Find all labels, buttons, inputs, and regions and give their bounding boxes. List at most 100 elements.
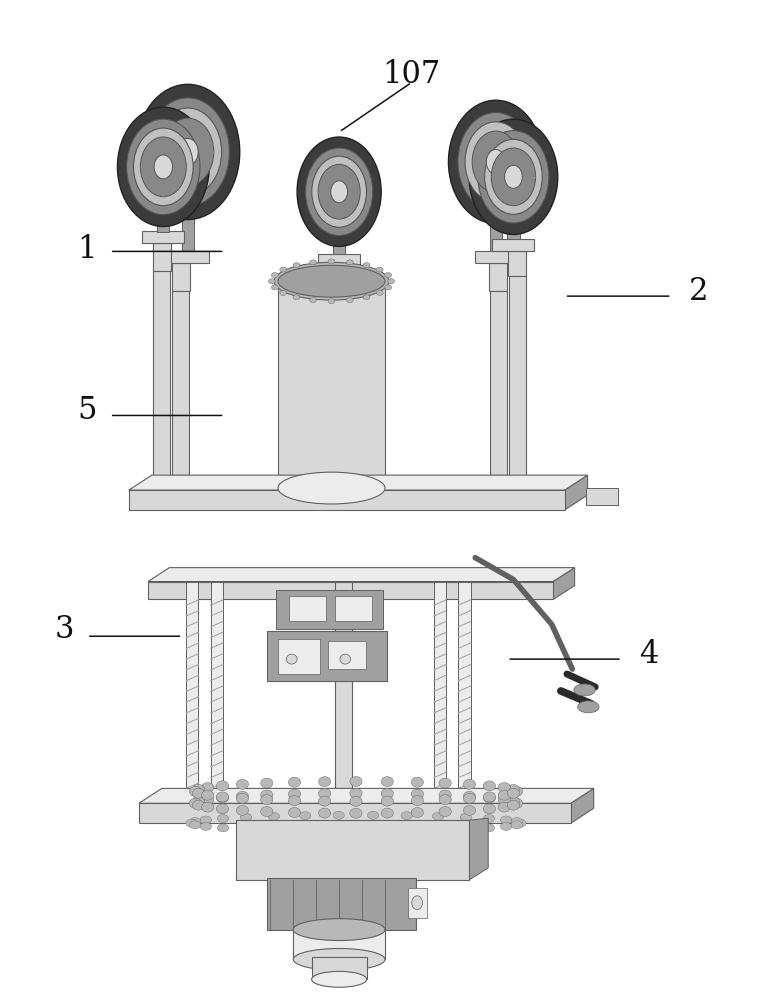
Ellipse shape — [411, 796, 424, 806]
Ellipse shape — [300, 827, 311, 835]
Ellipse shape — [433, 812, 444, 820]
Ellipse shape — [484, 824, 494, 832]
Ellipse shape — [189, 798, 202, 808]
Circle shape — [297, 137, 381, 246]
Polygon shape — [139, 788, 594, 803]
Ellipse shape — [269, 279, 276, 284]
Circle shape — [448, 100, 544, 224]
Bar — [152, 243, 171, 271]
Polygon shape — [148, 582, 553, 599]
Bar — [434, 582, 446, 798]
Ellipse shape — [189, 821, 201, 829]
Bar — [276, 589, 383, 629]
Ellipse shape — [261, 778, 273, 788]
Ellipse shape — [202, 802, 214, 812]
Ellipse shape — [216, 793, 229, 803]
Ellipse shape — [350, 788, 362, 798]
Ellipse shape — [319, 808, 331, 818]
Circle shape — [133, 128, 193, 206]
Bar — [408, 888, 427, 918]
Ellipse shape — [186, 819, 197, 827]
Ellipse shape — [507, 800, 520, 810]
Circle shape — [162, 118, 214, 186]
Circle shape — [177, 138, 198, 165]
Ellipse shape — [439, 778, 451, 788]
Ellipse shape — [328, 259, 335, 264]
Bar — [490, 291, 507, 475]
Ellipse shape — [385, 273, 392, 278]
Polygon shape — [553, 568, 574, 599]
Ellipse shape — [268, 826, 280, 834]
Circle shape — [154, 155, 172, 179]
Ellipse shape — [385, 285, 392, 290]
Bar — [278, 281, 385, 488]
Ellipse shape — [411, 808, 424, 817]
Ellipse shape — [411, 777, 424, 787]
Bar — [142, 231, 184, 243]
Ellipse shape — [289, 808, 300, 817]
Ellipse shape — [350, 776, 362, 786]
Bar — [333, 186, 345, 254]
Circle shape — [136, 84, 239, 220]
Ellipse shape — [387, 279, 394, 284]
Ellipse shape — [202, 795, 214, 804]
Ellipse shape — [189, 818, 201, 826]
Polygon shape — [129, 490, 564, 510]
Ellipse shape — [261, 795, 273, 805]
Ellipse shape — [310, 260, 316, 265]
Ellipse shape — [350, 808, 362, 818]
Bar — [330, 266, 348, 490]
Ellipse shape — [236, 791, 249, 801]
Ellipse shape — [439, 807, 451, 817]
Ellipse shape — [484, 781, 496, 791]
Bar — [458, 582, 470, 798]
Ellipse shape — [312, 971, 367, 987]
Ellipse shape — [498, 802, 511, 812]
Ellipse shape — [500, 816, 512, 824]
Circle shape — [331, 181, 347, 203]
Ellipse shape — [333, 827, 344, 835]
Text: 1: 1 — [77, 234, 96, 265]
Bar — [492, 239, 534, 251]
Polygon shape — [564, 475, 588, 510]
Ellipse shape — [464, 793, 476, 803]
Ellipse shape — [460, 825, 472, 833]
Circle shape — [306, 148, 373, 235]
Ellipse shape — [411, 789, 424, 799]
Ellipse shape — [381, 808, 393, 818]
Bar — [186, 582, 199, 798]
Ellipse shape — [278, 265, 385, 297]
Ellipse shape — [511, 821, 523, 829]
Bar — [490, 156, 502, 251]
Polygon shape — [571, 788, 594, 823]
Bar — [335, 596, 372, 621]
Bar — [290, 596, 326, 621]
Ellipse shape — [192, 796, 205, 806]
Bar — [172, 263, 190, 291]
Circle shape — [487, 150, 505, 174]
Polygon shape — [469, 818, 488, 880]
Text: 3: 3 — [54, 614, 74, 645]
Ellipse shape — [200, 816, 212, 824]
Bar — [236, 820, 469, 880]
Ellipse shape — [333, 811, 344, 819]
Ellipse shape — [261, 790, 273, 800]
Ellipse shape — [363, 295, 370, 300]
Ellipse shape — [216, 792, 229, 802]
Ellipse shape — [363, 263, 370, 268]
Ellipse shape — [484, 793, 496, 803]
Ellipse shape — [240, 813, 252, 821]
Ellipse shape — [328, 299, 335, 304]
Bar — [293, 928, 385, 959]
Ellipse shape — [293, 948, 385, 970]
Circle shape — [146, 98, 229, 206]
Circle shape — [126, 119, 200, 215]
Ellipse shape — [293, 919, 385, 941]
Text: 5: 5 — [77, 395, 96, 426]
Ellipse shape — [464, 779, 476, 789]
Polygon shape — [148, 568, 574, 582]
Ellipse shape — [319, 789, 331, 799]
Ellipse shape — [350, 796, 362, 806]
Ellipse shape — [289, 777, 300, 787]
Text: 4: 4 — [639, 639, 658, 670]
